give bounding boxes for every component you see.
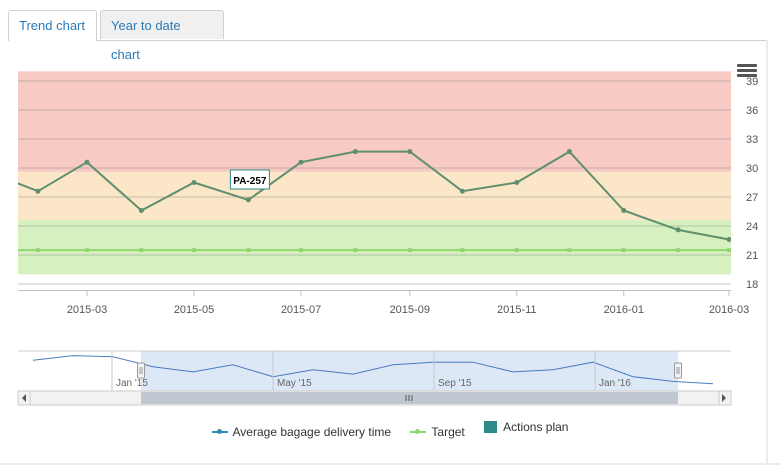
navigator: Jan '15 May '15 Sep '15 Jan '16 [17, 350, 732, 406]
tab-trend-chart[interactable]: Trend chart [8, 10, 97, 41]
navigator-label-0: Jan '15 [116, 378, 148, 389]
y-tick-label-30: 30 [746, 163, 758, 175]
scrollbar-right-arrow-icon [722, 394, 726, 402]
series-layer: PA-257 [18, 149, 731, 253]
x-tick-label-2015-03: 2015-03 [67, 304, 107, 316]
y-tick-label-21: 21 [746, 250, 758, 262]
y-tick-label-18: 18 [746, 279, 758, 291]
plot-band-2 [18, 220, 731, 275]
hamburger-menu-icon[interactable] [737, 64, 757, 80]
target-point-13 [727, 248, 731, 253]
average-point-2 [84, 159, 90, 165]
navigator-label-1: May '15 [277, 378, 312, 389]
average-point-3 [138, 208, 144, 214]
target-point-3 [192, 248, 196, 253]
legend-line-target [410, 429, 427, 434]
y-tick-label-24: 24 [746, 221, 758, 233]
target-point-12 [676, 248, 681, 253]
scrollbar-left-arrow-icon [22, 394, 26, 402]
panel-right-rule [766, 40, 768, 463]
tab-year-to-date-chart[interactable]: Year to date chart [100, 10, 224, 62]
target-point-10 [567, 248, 572, 253]
navigator-handle-1 [674, 362, 682, 379]
y-axis: 18 21 24 27 30 33 36 39 [746, 76, 758, 291]
navigator-label-3: Jan '16 [599, 378, 631, 389]
average-point-10 [514, 180, 520, 185]
navigator-selection [141, 351, 678, 391]
target-point-6 [353, 248, 358, 253]
average-point-6 [298, 159, 304, 165]
x-tick-label-2015-09: 2015-09 [390, 304, 430, 316]
navigator-label-2: Sep '15 [438, 378, 472, 389]
legend-label-average: Average bagage delivery time [232, 425, 392, 439]
legend-label-target: Target [431, 425, 465, 439]
legend-item-actions-plan[interactable]: Actions plan [484, 420, 568, 434]
y-tick-label-39: 39 [746, 76, 758, 88]
plot-band-1 [18, 171, 731, 221]
target-point-0 [35, 248, 40, 253]
average-point-4 [191, 180, 197, 185]
navigator-handle-0 [137, 362, 145, 379]
action-plan-flag [229, 169, 270, 190]
target-point-4 [246, 248, 251, 253]
plot-area [18, 71, 731, 291]
x-axis: 2015-03 2015-05 2015-07 2015-09 2015-11 2016-… [67, 290, 749, 316]
legend-line-average [211, 429, 228, 434]
panel-bottom-rule [0, 463, 780, 465]
average-point-11 [566, 149, 572, 155]
chart-tabs: Trend chart Year to date chart [8, 10, 768, 62]
average-point-14 [726, 237, 731, 243]
average-point-12 [621, 208, 627, 214]
target-point-2 [139, 248, 144, 253]
target-point-7 [407, 248, 412, 253]
x-tick-label-2016-01: 2016-01 [604, 304, 644, 316]
y-tick-label-33: 33 [746, 134, 758, 146]
target-point-5 [299, 248, 303, 253]
y-tick-label-36: 36 [746, 105, 758, 117]
series-clip-group [18, 149, 731, 253]
legend: Average bagage delivery time Target Acti… [0, 420, 780, 439]
x-tick-label-2016-03: 2016-03 [709, 304, 749, 316]
x-tick-label-2015-07: 2015-07 [281, 304, 321, 316]
average-point-9 [459, 188, 465, 194]
target-point-1 [85, 248, 89, 253]
target-point-11 [621, 248, 626, 253]
x-tick-label-2015-05: 2015-05 [174, 304, 214, 316]
plot-band-0 [18, 71, 731, 172]
target-point-9 [514, 248, 519, 253]
legend-label-actions-plan: Actions plan [503, 420, 569, 434]
y-tick-label-27: 27 [746, 192, 758, 204]
legend-item-target[interactable]: Target [410, 425, 465, 439]
average-point-8 [407, 149, 413, 155]
legend-box-actions-plan [484, 421, 498, 433]
target-point-8 [460, 248, 465, 253]
legend-item-average[interactable]: Average bagage delivery time [211, 425, 392, 439]
average-point-1 [35, 188, 41, 194]
x-tick-label-2015-11: 2015-11 [497, 304, 537, 316]
average-point-13 [675, 227, 681, 233]
average-point-5 [245, 197, 251, 203]
navigator-series [32, 355, 714, 385]
action-plan-label: PA-257 [233, 176, 267, 187]
average-point-7 [352, 149, 358, 155]
